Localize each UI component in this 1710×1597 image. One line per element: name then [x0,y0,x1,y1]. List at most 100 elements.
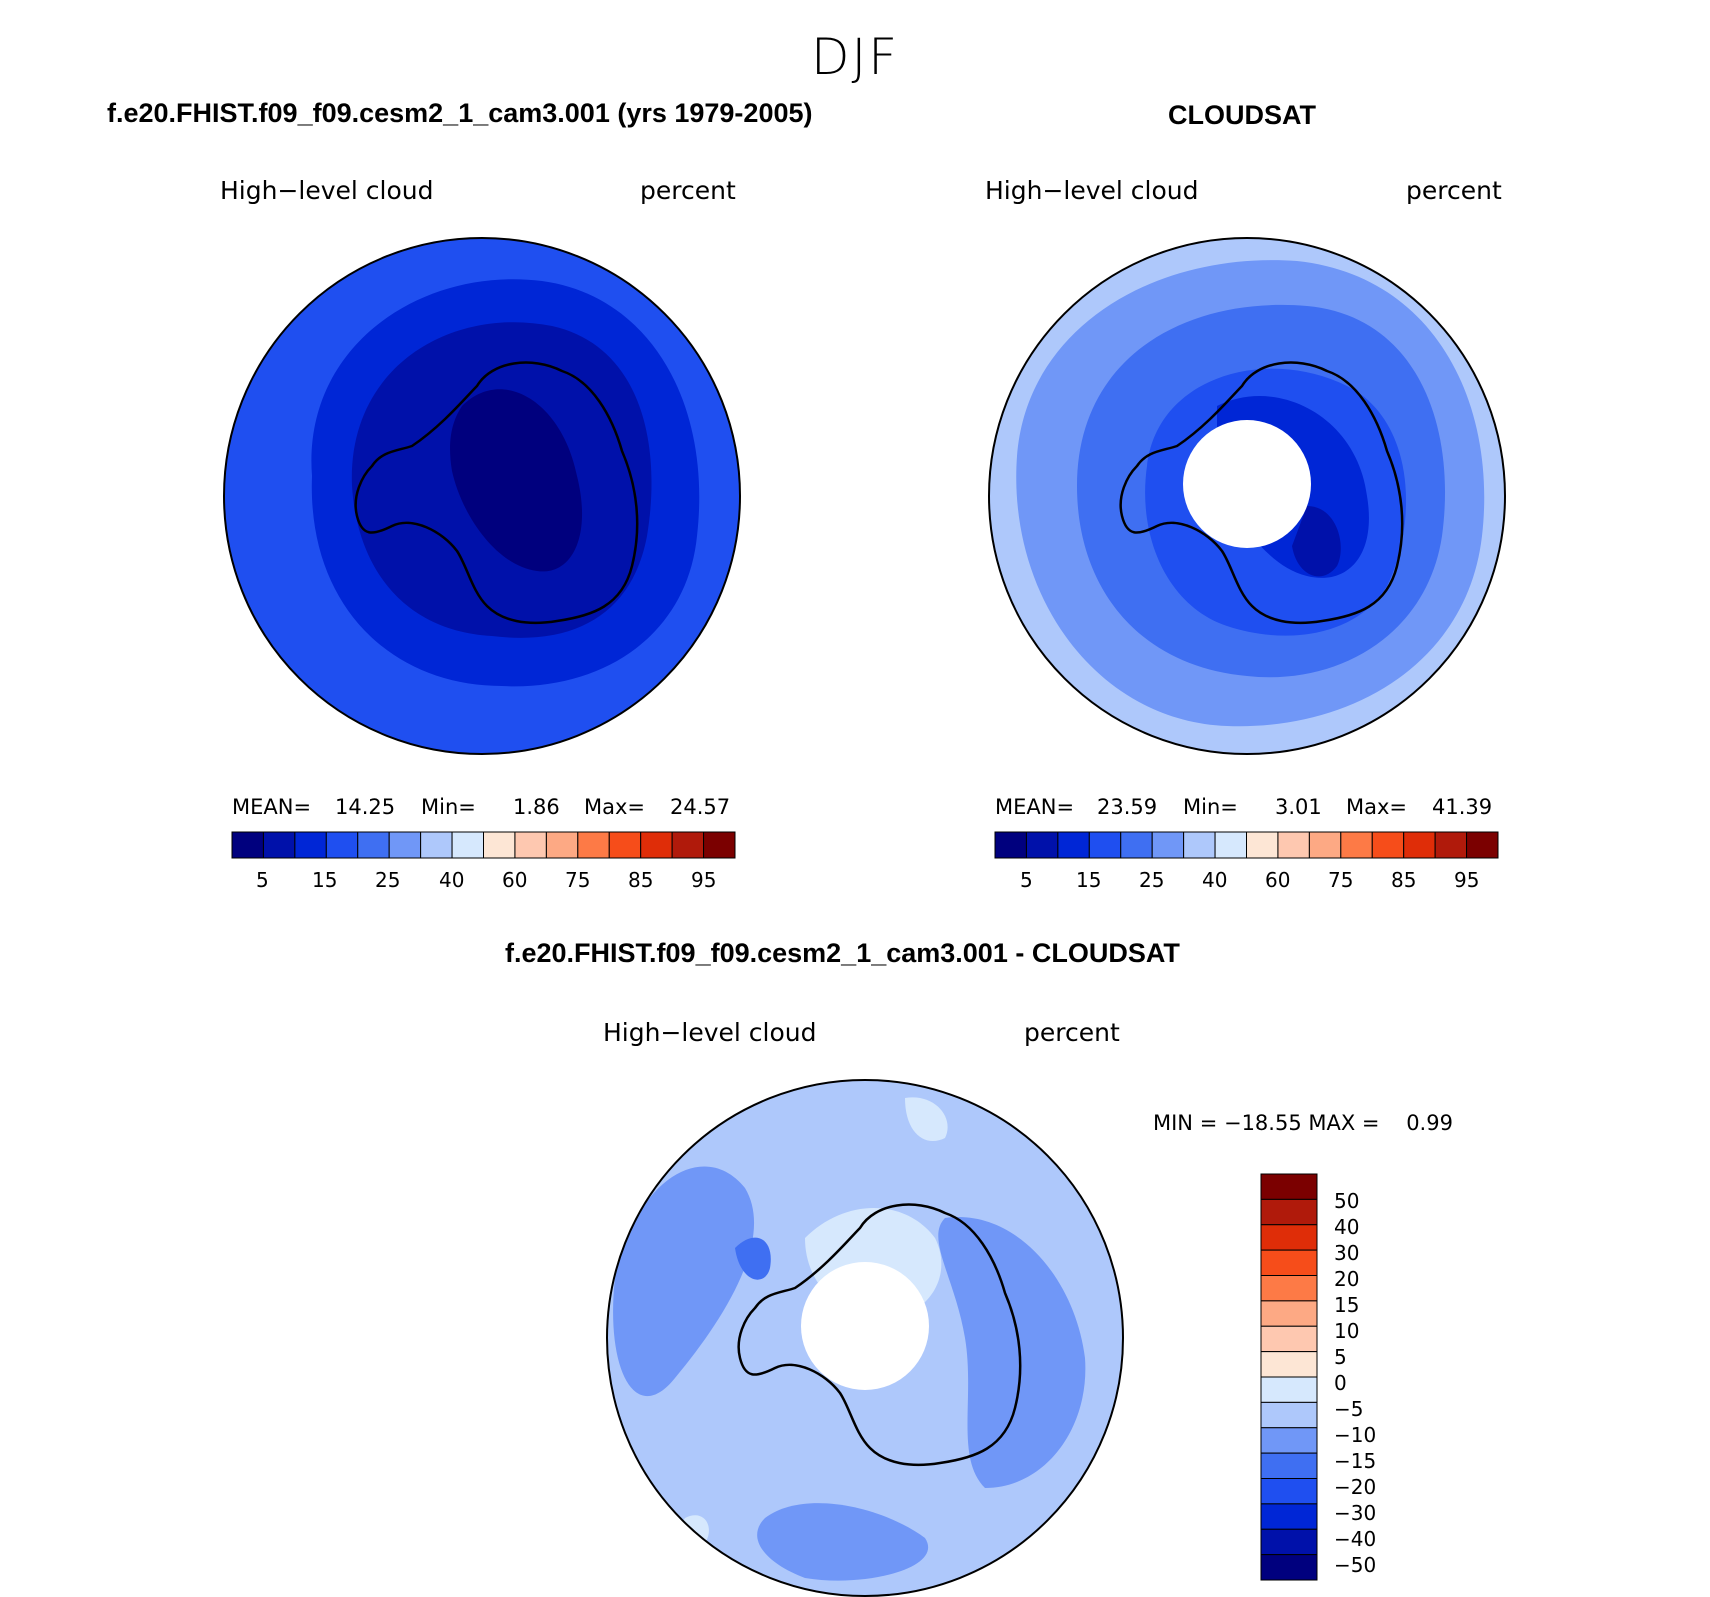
obs-colorbar-box-4 [1120,831,1153,859]
model-tick-2: 25 [375,868,401,892]
obs-colorbar-box-12 [1371,831,1405,859]
model-stats-mean: 14.25 [335,795,396,819]
obs-tick-2: 25 [1139,868,1165,892]
model-colorbar-box-8 [483,831,516,859]
model-colorbar-box-0 [231,831,264,859]
diff-colorbar-box-5 [1260,1300,1318,1327]
obs-stats-min-label: Min= [1183,795,1238,819]
diff-tick-0: 50 [1334,1189,1360,1213]
model-panel-title: f.e20.FHIST.f09_f09.cesm2_1_cam3.001 (yr… [107,98,813,128]
diff-colorbar-box-13 [1260,1503,1318,1530]
diff-units-label: percent [1024,1018,1120,1047]
diff-colorbar-box-0 [1260,1173,1318,1200]
obs-colorbar-box-9 [1277,831,1310,859]
obs-tick-1: 15 [1076,868,1102,892]
obs-tick-3: 40 [1202,868,1228,892]
obs-stats-max: 41.39 [1432,795,1493,819]
diff-min-max: MIN = −18.55 MAX = 0.99 [1153,1111,1453,1135]
diff-colorbar-box-12 [1260,1478,1318,1505]
model-stats-max-label: Max= [584,795,646,819]
obs-colorbar-box-11 [1340,831,1373,859]
obs-tick-7: 95 [1454,868,1480,892]
diff-tick-8: −5 [1334,1397,1364,1421]
diff-tick-1: 40 [1334,1215,1360,1239]
obs-stats-mean: 23.59 [1097,795,1158,819]
diff-tick-7: 0 [1334,1371,1347,1395]
obs-colorbar-box-10 [1308,831,1342,859]
model-colorbar-box-6 [420,831,453,859]
season-title: DJF [810,28,899,86]
diff-tick-13: −40 [1334,1527,1377,1551]
diff-panel-title: f.e20.FHIST.f09_f09.cesm2_1_cam3.001 - C… [505,938,1180,968]
model-tick-5: 75 [565,868,591,892]
obs-stats-min: 3.01 [1275,795,1322,819]
obs-tick-0: 5 [1020,868,1033,892]
diff-tick-6: 5 [1334,1345,1347,1369]
model-colorbar [231,831,736,859]
obs-colorbar-box-14 [1434,831,1468,859]
model-stats-mean-label: MEAN= [232,795,312,819]
diff-colorbar-box-11 [1260,1452,1318,1480]
model-colorbar-box-11 [577,831,610,859]
obs-panel-title: CLOUDSAT [1168,100,1316,130]
obs-colorbar-box-6 [1183,831,1216,859]
diff-colorbar-box-8 [1260,1376,1318,1403]
diff-tick-10: −15 [1334,1449,1377,1473]
model-tick-0: 5 [256,868,269,892]
model-colorbar-box-10 [545,831,579,859]
diff-colorbar-box-9 [1260,1401,1318,1429]
diff-tick-5: 10 [1334,1319,1360,1343]
obs-colorbar-box-13 [1403,831,1436,859]
model-tick-1: 15 [312,868,338,892]
diff-polar-map [606,1079,1124,1597]
diff-colorbar-box-14 [1260,1528,1318,1556]
model-colorbar-box-1 [262,831,296,859]
diff-colorbar [1260,1173,1318,1581]
model-tick-4: 60 [502,868,528,892]
model-tick-6: 85 [628,868,654,892]
model-variable-label: High−level cloud [220,176,434,205]
model-colorbar-box-12 [608,831,642,859]
model-colorbar-box-2 [294,831,327,859]
obs-antarctica-coastline [1119,361,1404,625]
diff-tick-11: −20 [1334,1475,1377,1499]
obs-colorbar-box-5 [1151,831,1185,859]
model-antarctica-coastline [354,361,639,625]
obs-variable-label: High−level cloud [985,176,1199,205]
diff-variable-label: High−level cloud [603,1018,817,1047]
diff-colorbar-box-4 [1260,1275,1318,1302]
diff-tick-3: 20 [1334,1267,1360,1291]
diff-colorbar-box-7 [1260,1351,1318,1378]
model-stats-min: 1.86 [513,795,560,819]
model-stats-min-label: Min= [421,795,476,819]
diff-tick-2: 30 [1334,1241,1360,1265]
diff-colorbar-box-15 [1260,1554,1318,1581]
diff-colorbar-box-3 [1260,1249,1318,1277]
obs-colorbar-box-15 [1466,831,1499,859]
diff-colorbar-box-6 [1260,1325,1318,1353]
diff-colorbar-box-2 [1260,1224,1318,1251]
obs-colorbar-box-1 [1025,831,1059,859]
diff-colorbar-box-10 [1260,1427,1318,1454]
obs-tick-4: 60 [1265,868,1291,892]
obs-tick-6: 85 [1391,868,1417,892]
model-tick-3: 40 [439,868,465,892]
obs-stats-mean-label: MEAN= [995,795,1075,819]
model-polar-map [223,237,741,755]
obs-colorbar-box-2 [1057,831,1090,859]
diff-tick-4: 15 [1334,1293,1360,1317]
model-colorbar-box-9 [514,831,547,859]
diff-tick-12: −30 [1334,1501,1377,1525]
diff-colorbar-box-1 [1260,1198,1318,1226]
model-stats-max: 24.57 [670,795,731,819]
model-colorbar-box-4 [357,831,390,859]
obs-colorbar-box-0 [994,831,1027,859]
diff-tick-9: −10 [1334,1423,1377,1447]
obs-units-label: percent [1406,176,1502,205]
model-colorbar-box-14 [671,831,705,859]
model-colorbar-box-15 [703,831,736,859]
obs-stats-max-label: Max= [1346,795,1408,819]
obs-colorbar [994,831,1499,859]
model-colorbar-box-5 [388,831,422,859]
diff-tick-14: −50 [1334,1553,1377,1577]
